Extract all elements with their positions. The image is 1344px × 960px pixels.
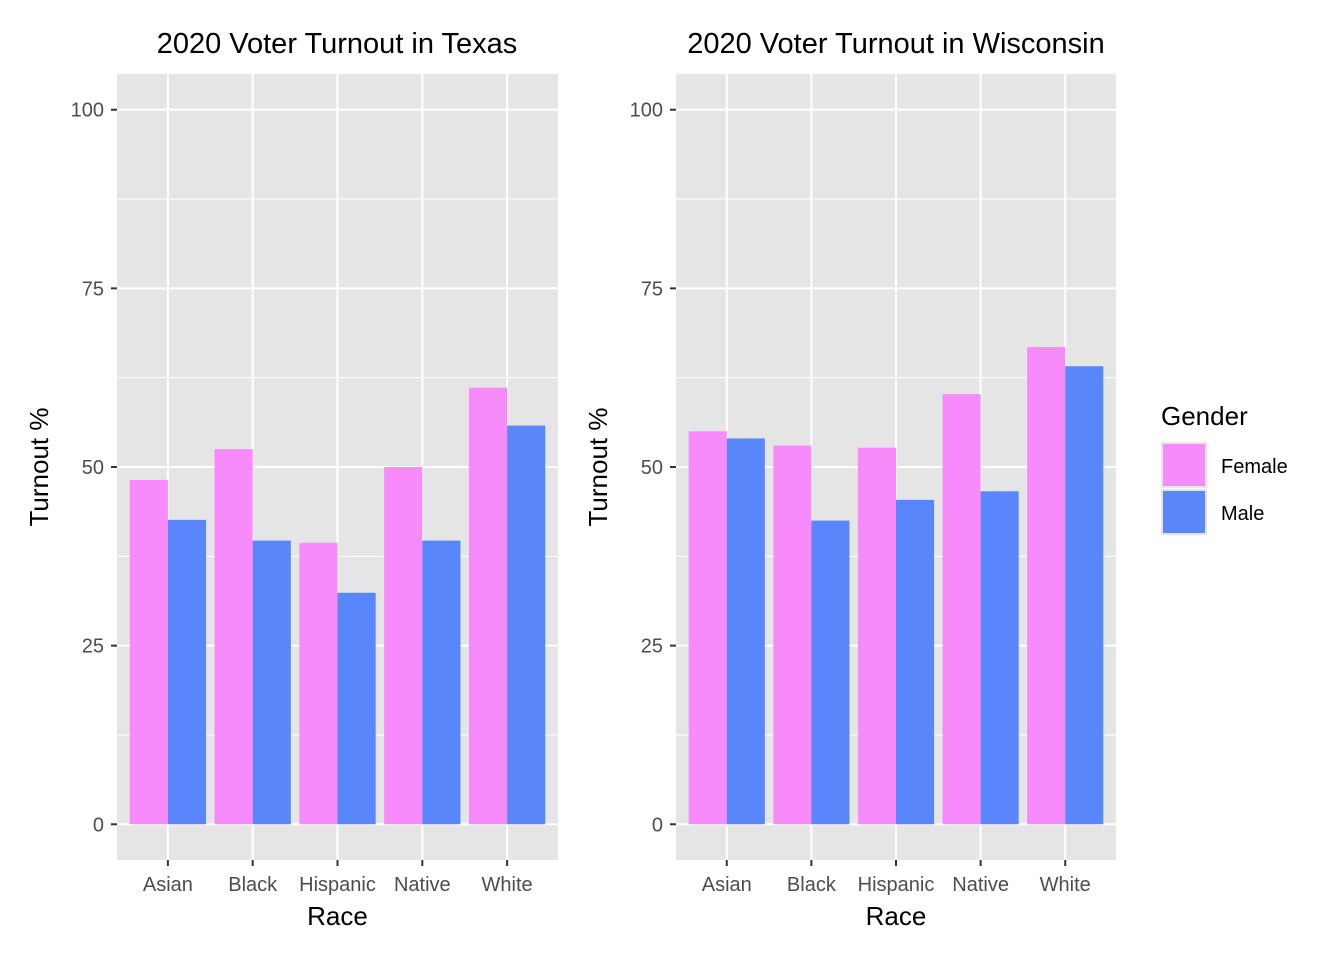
x-tick-label: White [1040, 874, 1091, 896]
x-tick-label: Hispanic [299, 874, 376, 896]
y-axis-title: Turnout % [24, 408, 54, 527]
x-tick-label: Black [787, 874, 837, 896]
y-tick-label: 75 [82, 278, 104, 300]
bar-female-hispanic [299, 542, 338, 825]
bar-male-asian [167, 519, 207, 825]
legend-label-female: Female [1221, 456, 1288, 478]
x-tick-label: Asian [143, 874, 193, 896]
legend: Gender Female Male [1161, 401, 1288, 535]
bar-female-native [942, 394, 981, 825]
x-axis-title: Race [866, 901, 927, 931]
bar-female-asian [129, 479, 168, 825]
y-tick-label: 0 [93, 814, 104, 836]
bar-female-asian [688, 431, 727, 825]
bar-male-native [422, 540, 461, 825]
y-axis-title: Turnout % [583, 408, 613, 527]
legend-label-male: Male [1221, 503, 1264, 525]
x-tick-label: Hispanic [858, 874, 935, 896]
y-tick-label: 75 [641, 278, 663, 300]
legend-title: Gender [1161, 401, 1248, 431]
bar-male-black [811, 520, 850, 825]
bar-female-black [773, 445, 812, 825]
bar-female-white [468, 387, 508, 825]
y-tick-label: 25 [641, 636, 663, 658]
y-tick-label: 0 [652, 814, 663, 836]
legend-swatch-male [1163, 491, 1205, 533]
y-tick-label: 100 [630, 100, 663, 122]
x-axis-title: Race [307, 901, 368, 931]
chart-title: 2020 Voter Turnout in Texas [157, 28, 518, 60]
x-tick-label: White [482, 874, 533, 896]
x-tick-label: Native [952, 874, 1009, 896]
y-tick-label: 25 [82, 636, 104, 658]
bar-male-hispanic [896, 499, 935, 825]
bar-female-hispanic [857, 447, 896, 825]
chart-panel-1: 0 25 50 75 100 Asian Black Hispanic Native White 2… [583, 28, 1116, 931]
bar-male-native [980, 491, 1019, 825]
legend-swatch-female [1163, 444, 1205, 486]
bar-female-black [214, 449, 253, 825]
y-tick-label: 50 [641, 457, 663, 479]
y-tick-label: 100 [71, 100, 104, 122]
y-tick-label: 50 [82, 457, 104, 479]
bar-female-native [384, 467, 423, 825]
bar-male-asian [726, 438, 765, 825]
bar-female-white [1027, 346, 1066, 825]
bar-male-white [507, 425, 546, 825]
x-tick-label: Native [394, 874, 451, 896]
bar-male-white [1065, 366, 1104, 825]
x-tick-label: Black [228, 874, 278, 896]
x-tick-label: Asian [702, 874, 752, 896]
bar-male-hispanic [337, 592, 376, 825]
chart-panel-0: 0 25 50 75 100 Asian Black Hispanic Native White 2… [24, 28, 558, 931]
bar-male-black [252, 540, 291, 825]
chart-title: 2020 Voter Turnout in Wisconsin [687, 28, 1105, 60]
